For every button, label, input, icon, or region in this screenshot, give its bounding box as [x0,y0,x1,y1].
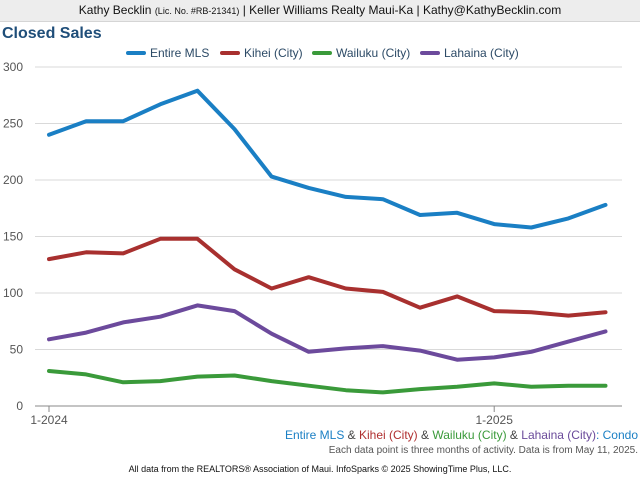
brokerage-contact: | Keller Williams Realty Maui-Ka | Kathy… [242,3,562,17]
y-tick-label: 0 [16,399,23,413]
legend-label: Entire MLS [150,46,209,60]
series-line [47,303,608,362]
license-number: (Lic. No. #RB-21341) [154,6,240,16]
series-lines [47,88,608,395]
legend-label: Wailuku (City) [336,46,410,60]
y-axis-ticks: 0 50 100 150 200 250 300 [3,60,23,413]
subtitle-part: Wailuku (City) [432,428,507,442]
footer-credits: All data from the REALTORS® Association … [128,464,512,474]
chart-subtitle: Entire MLS & Kihei (City) & Wailuku (Cit… [285,428,638,442]
x-axis: 1-2024 1-2025 [30,406,513,427]
header-banner: Kathy Becklin (Lic. No. #RB-21341) | Kel… [0,0,640,22]
subtitle-part: : Condo [595,428,638,442]
series-line [47,88,608,230]
subtitle-part: & [417,428,433,442]
legend-label: Kihei (City) [244,46,303,60]
y-tick-label: 150 [3,230,23,244]
series-line [47,369,608,395]
x-tick-label: 1-2024 [30,413,68,427]
subtitle-part: & [344,428,359,442]
subtitle-part: Kihei (City) [359,428,418,442]
subtitle-part: & [506,428,522,442]
y-tick-label: 200 [3,173,23,187]
y-tick-label: 250 [3,117,23,131]
subtitle-part: Entire MLS [284,428,345,442]
y-tick-label: 300 [3,60,23,74]
y-tick-label: 100 [3,286,23,300]
legend: Entire MLS Kihei (City) Wailuku (City) Laha… [126,46,519,60]
x-tick-label: 1-2025 [476,413,514,427]
gridlines [35,66,622,407]
y-tick-label: 50 [10,343,24,357]
agent-name: Kathy Becklin [78,3,152,17]
subtitle-part: Lahaina (City) [521,428,596,442]
legend-label: Lahaina (City) [444,46,519,60]
chart-title: Closed Sales [2,25,102,42]
data-note: Each data point is three months of activ… [328,445,638,456]
series-line [47,236,608,318]
